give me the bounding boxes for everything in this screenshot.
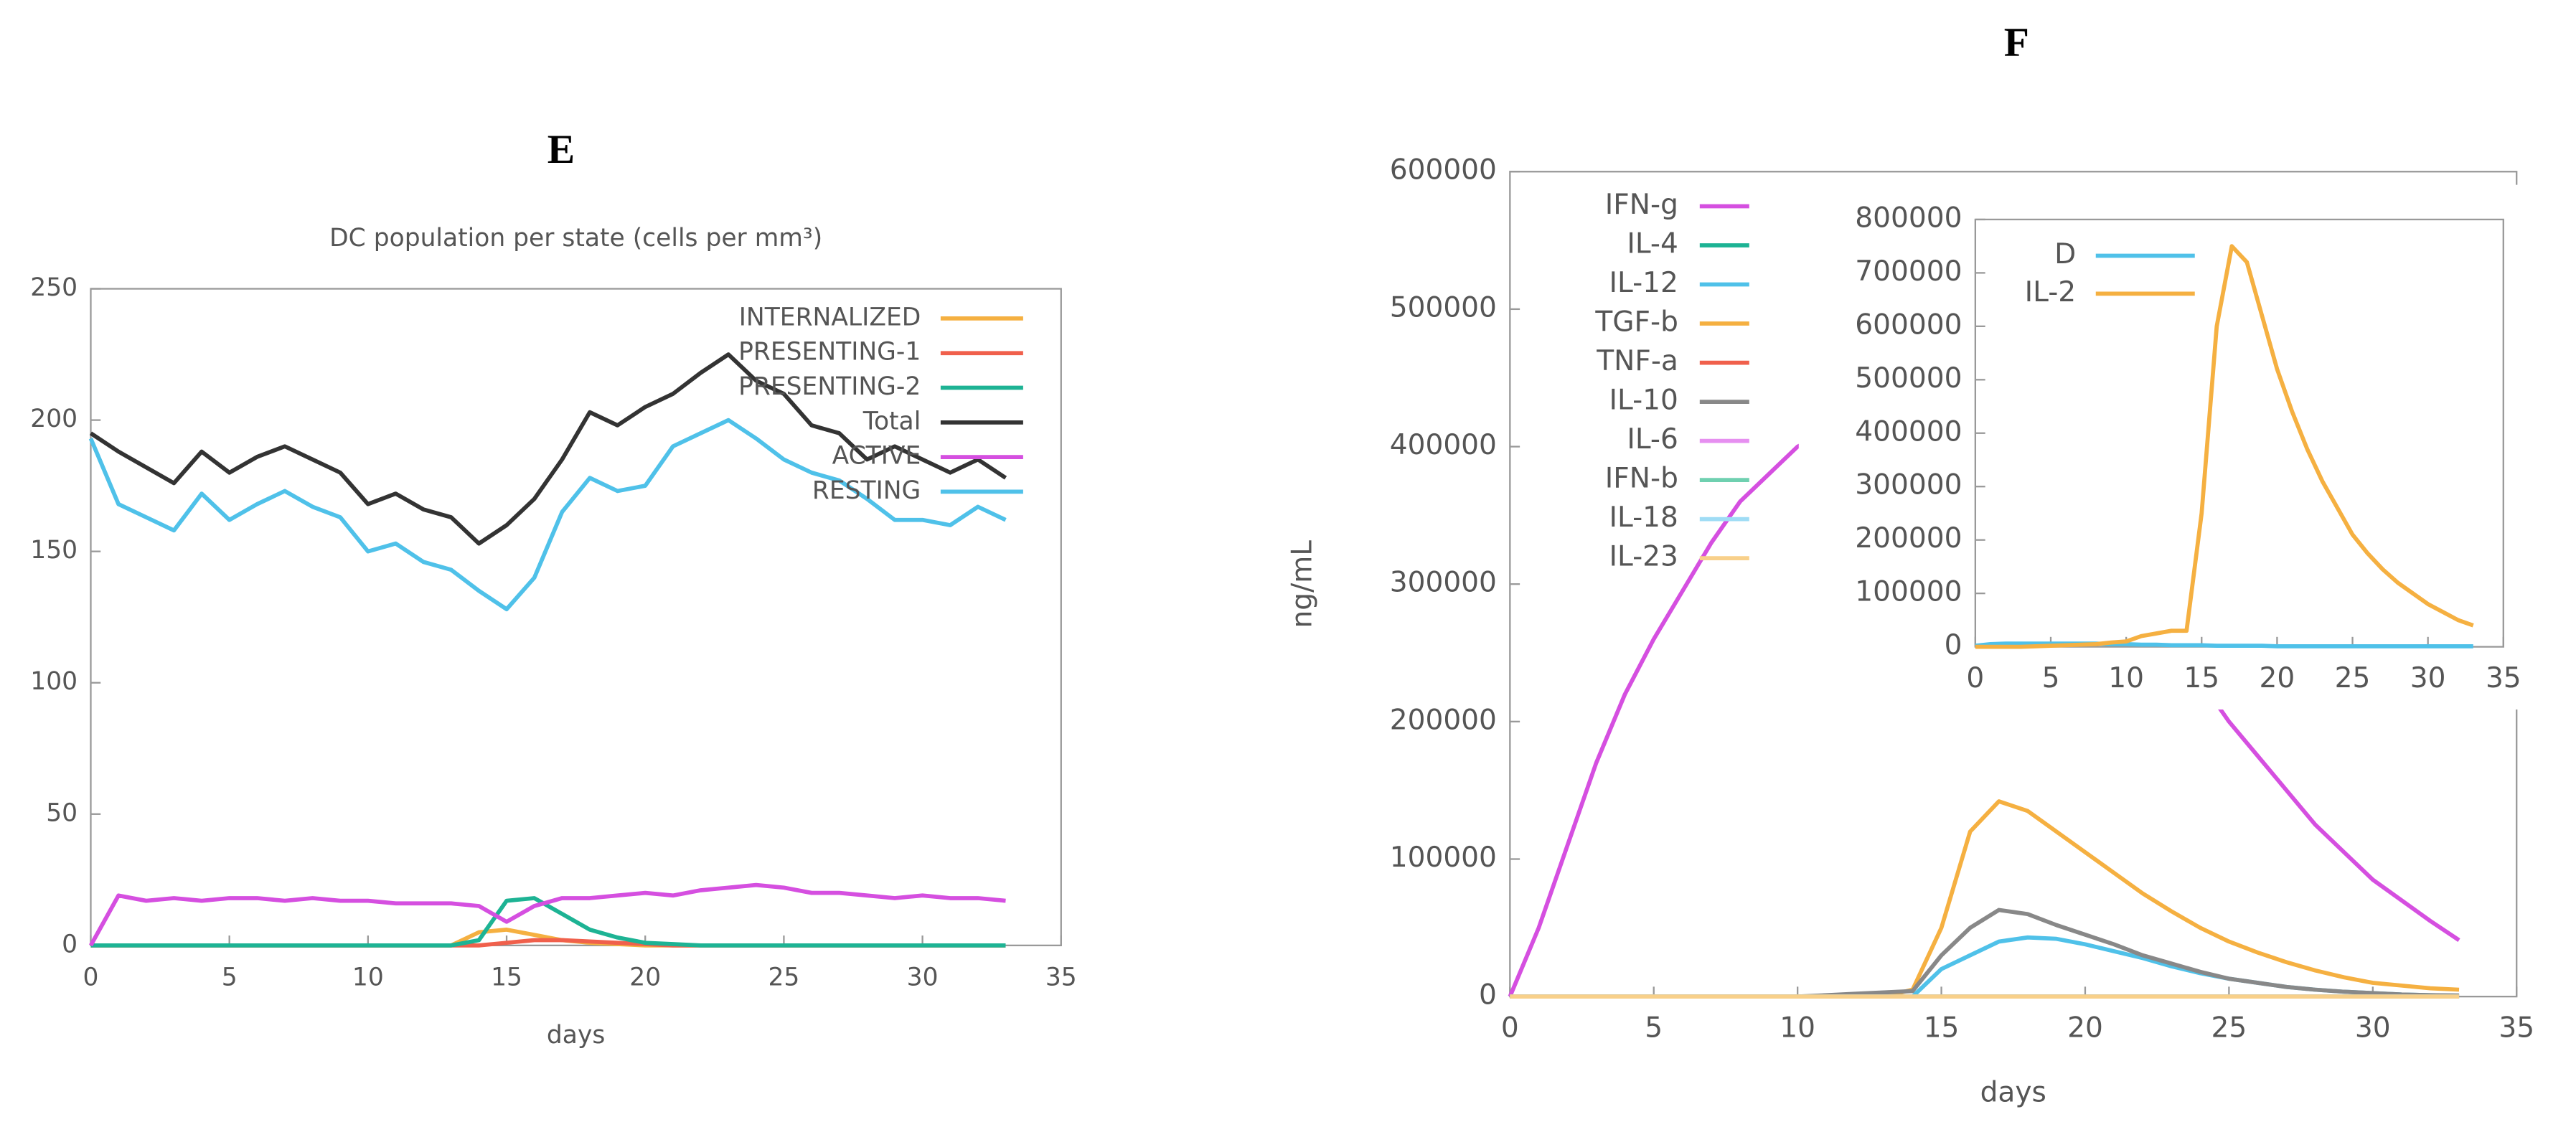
plot-frame <box>90 288 1062 947</box>
y-tick-label: 0 <box>62 930 77 958</box>
y-tick-label: 400000 <box>1390 429 1497 461</box>
series-line <box>1975 244 2474 649</box>
y-tick-label: 800000 <box>1855 202 1962 234</box>
y-tick-label: 0 <box>1479 979 1497 1012</box>
legend-label: IL-4 <box>1627 228 1678 260</box>
y-tick-label: 600000 <box>1855 308 1962 341</box>
x-axis-label: days <box>547 1021 605 1050</box>
y-tick-label: 250 <box>30 273 77 302</box>
series-line <box>88 418 1007 612</box>
y-tick-label: 300000 <box>1855 469 1962 501</box>
y-tick-label: 700000 <box>1855 255 1962 288</box>
y-tick-label: 100 <box>30 667 77 696</box>
chart-subtitle: DC population per state (cells per mm³) <box>329 224 822 253</box>
series-line <box>1510 908 2460 999</box>
y-tick-label: 100000 <box>1390 842 1497 874</box>
series-line <box>89 352 1007 546</box>
y-tick-label: 150 <box>30 536 77 565</box>
x-tick-label: 0 <box>83 963 99 991</box>
series-line <box>90 928 1006 948</box>
x-axis-label: days <box>1980 1076 2046 1108</box>
x-tick-label: 20 <box>2067 1012 2103 1045</box>
y-tick-label: 600000 <box>1390 154 1497 187</box>
x-tick-label: 25 <box>768 963 799 991</box>
y-tick-label: 100000 <box>1855 576 1962 608</box>
legend-label: IFN-g <box>1605 189 1678 221</box>
y-tick-label: 0 <box>1945 629 1962 661</box>
series-line <box>88 882 1006 947</box>
x-tick-label: 15 <box>491 963 522 991</box>
x-tick-label: 10 <box>352 963 384 991</box>
legend-label: ACTIVE <box>832 442 921 471</box>
panel-label: E <box>547 127 575 172</box>
y-tick-label: 200000 <box>1855 522 1962 555</box>
x-tick-label: 5 <box>222 963 238 991</box>
x-tick-label: 0 <box>1501 1012 1519 1045</box>
y-tick-label: 200 <box>30 405 77 433</box>
x-tick-label: 5 <box>1645 1012 1663 1045</box>
legend-label: IL-12 <box>1609 267 1678 299</box>
x-tick-label: 20 <box>2260 662 2295 694</box>
series-line <box>1510 799 2460 999</box>
x-tick-label: 10 <box>2108 662 2144 694</box>
legend-label: RESTING <box>812 476 921 505</box>
legend-label: INTERNALIZED <box>739 303 921 331</box>
legend-label: TNF-a <box>1596 345 1678 377</box>
x-tick-label: 35 <box>1045 963 1077 991</box>
y-tick-label: 500000 <box>1855 362 1962 395</box>
y-tick-label: 200000 <box>1390 704 1497 736</box>
inset-background <box>1798 184 2525 710</box>
legend-label: IL-6 <box>1627 423 1678 456</box>
x-tick-label: 5 <box>2042 662 2060 694</box>
legend-label: D <box>2054 238 2076 270</box>
x-tick-label: 30 <box>2355 1012 2391 1045</box>
x-tick-label: 25 <box>2335 662 2371 694</box>
legend-label: IL-2 <box>2025 276 2077 308</box>
x-tick-label: 0 <box>1966 662 1984 694</box>
x-tick-label: 30 <box>907 963 939 991</box>
y-tick-label: 50 <box>46 798 77 827</box>
x-tick-label: 15 <box>2184 662 2219 694</box>
legend-label: IFN-b <box>1605 463 1678 495</box>
x-tick-label: 35 <box>2499 1012 2534 1045</box>
legend-label: TGF-b <box>1594 306 1678 339</box>
y-tick-label: 300000 <box>1390 567 1497 599</box>
x-tick-label: 35 <box>2486 662 2521 694</box>
panel-label: F <box>2004 20 2029 65</box>
y-tick-label: 500000 <box>1390 291 1497 324</box>
legend-label: IL-23 <box>1609 541 1678 573</box>
x-tick-label: 15 <box>1924 1012 1960 1045</box>
series-line <box>90 896 1006 948</box>
x-tick-label: 20 <box>629 963 661 991</box>
y-axis-label: ng/mL <box>1286 540 1318 628</box>
legend-label: IL-10 <box>1609 385 1678 417</box>
legend-label: IL-18 <box>1609 501 1678 534</box>
x-tick-label: 10 <box>1780 1012 1815 1045</box>
legend-label: Total <box>862 407 921 435</box>
legend-label: PRESENTING-1 <box>738 338 921 367</box>
series-line <box>1510 935 2460 999</box>
y-tick-label: 400000 <box>1855 415 1962 448</box>
legend-label: PRESENTING-2 <box>738 372 921 401</box>
x-tick-label: 30 <box>2410 662 2446 694</box>
x-tick-label: 25 <box>2211 1012 2247 1045</box>
